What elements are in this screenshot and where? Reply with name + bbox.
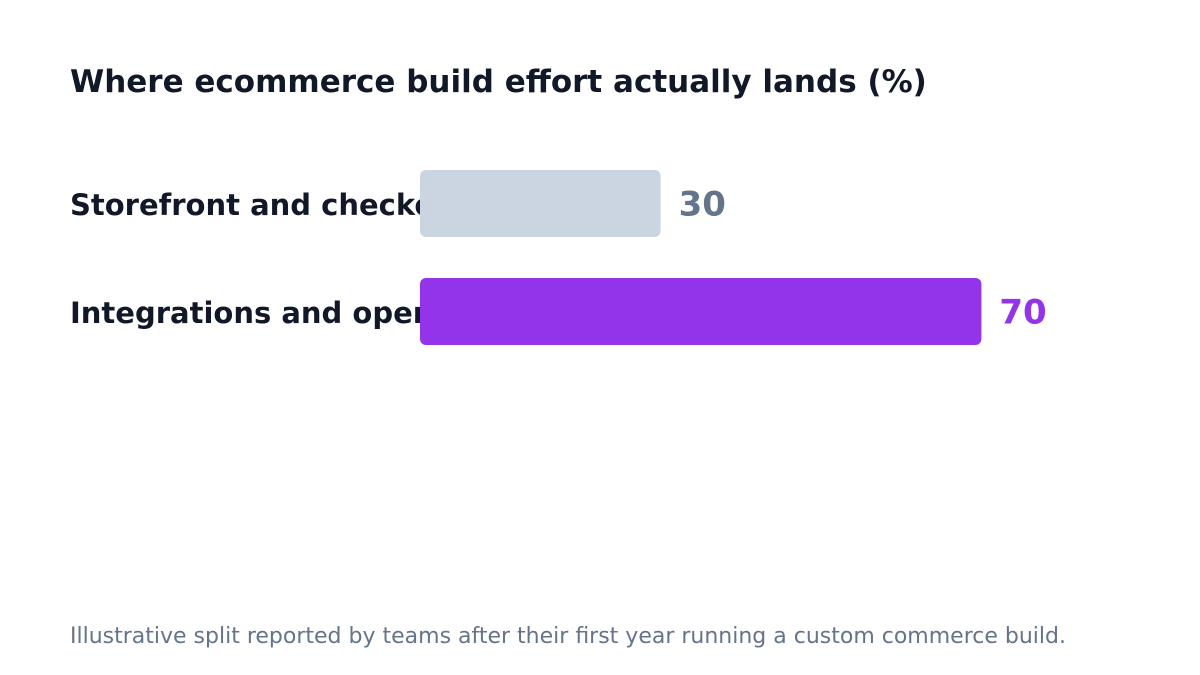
category-label: Integrations and operations	[70, 296, 528, 330]
chart-title: Where ecommerce build effort actually la…	[70, 64, 927, 100]
category-label: Storefront and checkout	[70, 188, 469, 222]
bar	[420, 278, 982, 345]
bars-layer	[420, 170, 982, 345]
bar	[420, 170, 661, 237]
value-labels-layer: 30 70	[679, 185, 1047, 333]
bar-chart: Storefront and checkout Integrations and…	[70, 170, 1047, 345]
value-label: 30	[679, 185, 726, 225]
value-label: 70	[999, 293, 1046, 333]
category-labels: Storefront and checkout Integrations and…	[70, 188, 528, 330]
chart-footnote: Illustrative split reported by teams aft…	[70, 624, 1066, 649]
